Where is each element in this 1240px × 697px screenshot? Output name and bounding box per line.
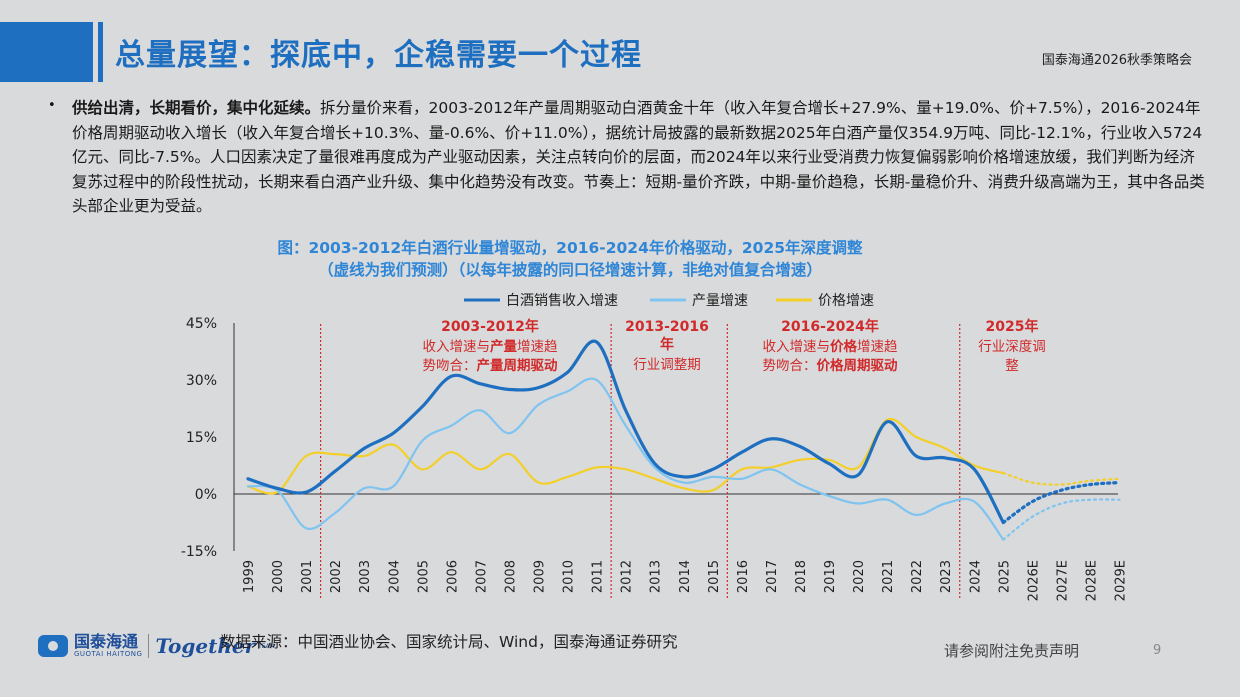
x-tick-label: 2022 bbox=[910, 560, 925, 593]
page-title: 总量展望：探底中，企稳需要一个过程 bbox=[115, 38, 642, 73]
header-accent-thin bbox=[98, 22, 103, 82]
period-label-text: 势吻合：价格周期驱动 bbox=[763, 357, 898, 374]
period-label-text: 整 bbox=[1005, 358, 1019, 374]
period-label-year: 2013-2016 bbox=[625, 319, 709, 335]
x-tick-label: 2003 bbox=[358, 560, 373, 593]
series-forecast-line bbox=[1002, 498, 1121, 541]
x-tick-label: 2007 bbox=[474, 560, 489, 593]
x-tick-label: 2011 bbox=[591, 560, 606, 593]
x-tick-label: 2015 bbox=[707, 560, 722, 593]
series-line bbox=[246, 339, 1005, 525]
period-label-year: 2016-2024年 bbox=[781, 318, 879, 335]
logo-mark-icon bbox=[38, 635, 68, 657]
period-label-year: 2003-2012年 bbox=[441, 318, 539, 335]
logo-name-en: GUOTAI HAITONG bbox=[74, 650, 143, 658]
x-tick-label: 2024 bbox=[968, 560, 983, 593]
company-logo: 国泰海通 GUOTAI HAITONG Together TEAM bbox=[38, 634, 275, 658]
logo-together: Together bbox=[155, 634, 256, 658]
x-tick-label: 2005 bbox=[416, 560, 431, 593]
logo-tag: TEAM bbox=[258, 642, 275, 650]
x-tick-label: 2014 bbox=[678, 560, 693, 593]
y-tick-label: 15% bbox=[186, 430, 217, 446]
page-number: 9 bbox=[1153, 643, 1162, 658]
x-tick-label: 2010 bbox=[562, 560, 577, 593]
y-tick-label: 45% bbox=[186, 316, 217, 332]
x-tick-label: 2002 bbox=[329, 560, 344, 593]
x-tick-label: 2004 bbox=[387, 560, 402, 593]
x-tick-label: 2021 bbox=[881, 560, 896, 593]
period-label-text: 势吻合：产量周期驱动 bbox=[423, 357, 558, 374]
x-tick-label: 2026E bbox=[1026, 560, 1041, 601]
logo-name-cn: 国泰海通 bbox=[74, 632, 139, 651]
y-tick-label: 30% bbox=[186, 373, 217, 389]
period-label-year: 2025年 bbox=[986, 318, 1039, 335]
x-tick-label: 2000 bbox=[271, 560, 286, 593]
conference-brand: 国泰海通2026秋季策略会 bbox=[1041, 53, 1192, 68]
series-line bbox=[246, 377, 1005, 541]
x-tick-label: 2025 bbox=[997, 560, 1012, 593]
legend-label: 价格增速 bbox=[818, 293, 874, 309]
chart-title: 图：2003-2012年白酒行业量增驱动，2016-2024年价格驱动，2025… bbox=[277, 239, 863, 257]
x-tick-label: 2006 bbox=[445, 560, 460, 593]
x-tick-label: 2019 bbox=[823, 560, 838, 593]
data-source: 数据来源：中国酒业协会、国家统计局、Wind，国泰海通证券研究 bbox=[220, 633, 678, 651]
x-tick-label: 2016 bbox=[736, 560, 751, 593]
x-tick-label: 2018 bbox=[794, 560, 809, 593]
period-label-text: 收入增速与价格增速趋 bbox=[763, 338, 898, 355]
x-tick-label: 2012 bbox=[620, 560, 635, 593]
x-tick-label: 2017 bbox=[765, 560, 780, 593]
x-tick-label: 2001 bbox=[300, 560, 315, 593]
x-tick-label: 2029E bbox=[1114, 560, 1129, 601]
x-tick-label: 2008 bbox=[503, 560, 518, 593]
x-tick-label: 2027E bbox=[1055, 560, 1070, 601]
legend-label: 白酒销售收入增速 bbox=[506, 293, 618, 309]
x-tick-label: 2023 bbox=[939, 560, 954, 593]
period-label-text: 行业深度调 bbox=[978, 339, 1046, 355]
period-label-year: 年 bbox=[660, 336, 674, 353]
x-tick-label: 2009 bbox=[533, 560, 548, 593]
summary-paragraph: 供给出清，长期看价，集中化延续。拆分量价来看，2003-2012年产量周期驱动白… bbox=[72, 96, 1207, 219]
x-tick-label: 2028E bbox=[1084, 560, 1099, 601]
bullet-marker: • bbox=[48, 98, 56, 113]
legend-label: 产量增速 bbox=[692, 293, 748, 309]
period-label-text: 收入增速与产量增速趋 bbox=[423, 338, 558, 355]
disclaimer-link[interactable]: 请参阅附注免责声明 bbox=[944, 642, 1080, 660]
y-tick-label: 0% bbox=[195, 487, 217, 503]
summary-text: 拆分量价来看，2003-2012年产量周期驱动白酒黄金十年（收入年复合增长+27… bbox=[72, 99, 1205, 215]
x-tick-label: 1999 bbox=[242, 560, 257, 593]
x-tick-label: 2020 bbox=[852, 560, 867, 593]
x-tick-label: 2013 bbox=[649, 560, 664, 593]
logo-separator bbox=[148, 634, 150, 658]
y-tick-label: -15% bbox=[181, 544, 217, 560]
chart-subtitle: （虚线为我们预测）（以每年披露的同口径增速计算，非绝对值复合增速） bbox=[318, 261, 822, 279]
header-accent-bar bbox=[0, 22, 93, 82]
series-forecast-line bbox=[1002, 472, 1121, 486]
summary-lead: 供给出清，长期看价，集中化延续。 bbox=[72, 99, 321, 117]
series-forecast-line bbox=[1001, 481, 1122, 525]
period-label-text: 行业调整期 bbox=[633, 357, 701, 373]
series-line bbox=[246, 417, 1005, 495]
